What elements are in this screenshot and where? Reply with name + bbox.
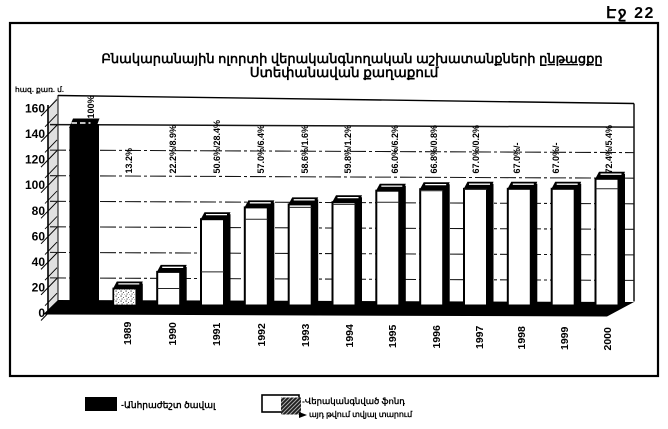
svg-text:Բնակարանային ոլորտի վերականգնո: Բնակարանային ոլորտի վերականգնողական աշխա… bbox=[101, 51, 602, 67]
svg-text:160: 160 bbox=[25, 102, 45, 116]
svg-text:59.8%/1.2%: 59.8%/1.2% bbox=[343, 125, 353, 174]
svg-text:67.0%/0.2%: 67.0%/0.2% bbox=[471, 125, 481, 174]
svg-text:20: 20 bbox=[32, 280, 46, 294]
svg-text:Էջ 22: Էջ 22 bbox=[606, 5, 655, 22]
svg-text:22.2%/8.9%: 22.2%/8.9% bbox=[168, 125, 178, 174]
svg-text:50.6%/28.4%: 50.6%/28.4% bbox=[212, 120, 222, 174]
svg-text:13.2%: 13.2% bbox=[124, 148, 134, 174]
svg-text:2000: 2000 bbox=[602, 327, 614, 351]
svg-text:66.8%/0.8%: 66.8%/0.8% bbox=[429, 125, 439, 174]
svg-text:1996: 1996 bbox=[431, 325, 443, 349]
svg-text:1989: 1989 bbox=[122, 321, 134, 345]
svg-text:67.0%/-: 67.0%/- bbox=[551, 142, 561, 173]
svg-text:1990: 1990 bbox=[167, 322, 179, 346]
svg-text:1993: 1993 bbox=[300, 323, 312, 347]
svg-text:40: 40 bbox=[32, 255, 46, 269]
svg-text:-Վերականգնված ֆոնդ: -Վերականգնված ֆոնդ bbox=[302, 396, 406, 407]
svg-text:100%: 100% bbox=[86, 95, 96, 118]
svg-text:120: 120 bbox=[25, 153, 45, 167]
svg-text:0: 0 bbox=[38, 306, 45, 320]
svg-text:այդ թվում տվյալ տարում: այդ թվում տվյալ տարում bbox=[309, 410, 413, 419]
svg-text:67.0%/-: 67.0%/- bbox=[512, 142, 522, 173]
svg-text:1994: 1994 bbox=[344, 324, 356, 348]
svg-text:140: 140 bbox=[25, 127, 45, 141]
svg-text:60: 60 bbox=[32, 229, 46, 243]
svg-text:1997: 1997 bbox=[474, 325, 486, 349]
svg-text:հազ. քառ. մ.: հազ. քառ. մ. bbox=[15, 84, 64, 94]
svg-text:66.0%/6.2%: 66.0%/6.2% bbox=[390, 125, 400, 174]
svg-text:1995: 1995 bbox=[387, 324, 399, 348]
svg-text:57.0%/6.4%: 57.0%/6.4% bbox=[256, 125, 266, 174]
svg-text:1999: 1999 bbox=[559, 326, 571, 350]
svg-text:72.4%/5.4%: 72.4%/5.4% bbox=[604, 125, 614, 174]
svg-text:1991: 1991 bbox=[211, 322, 223, 346]
svg-text:Ստեփանավան քաղաքում: Ստեփանավան քաղաքում bbox=[250, 65, 440, 81]
svg-text:80: 80 bbox=[32, 204, 46, 218]
svg-text:1992: 1992 bbox=[256, 323, 268, 347]
svg-text:100: 100 bbox=[25, 178, 45, 192]
svg-text:-Անհրաժեշտ ծավալ: -Անհրաժեշտ ծավալ bbox=[121, 399, 216, 411]
svg-text:58.6%/1.6%: 58.6%/1.6% bbox=[300, 125, 310, 174]
svg-text:1998: 1998 bbox=[516, 326, 528, 350]
